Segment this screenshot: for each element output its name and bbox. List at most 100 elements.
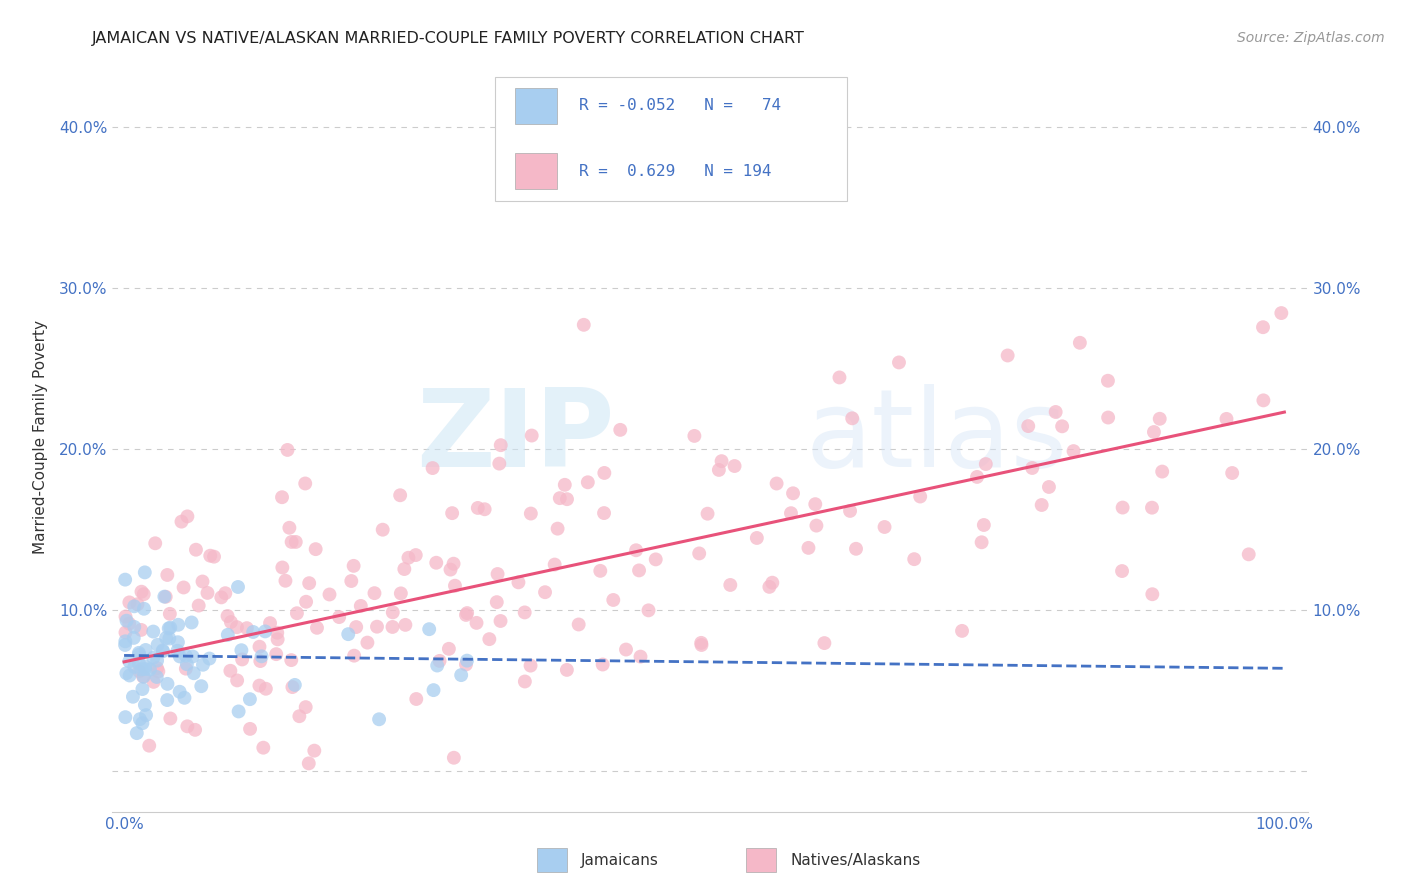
Point	[170, 515, 193, 529]
Point	[488, 457, 510, 471]
Point	[418, 622, 440, 636]
Point	[239, 692, 262, 706]
Point	[157, 621, 180, 635]
Point	[974, 457, 997, 471]
Point	[134, 662, 156, 676]
Point	[997, 349, 1019, 363]
Point	[132, 601, 155, 615]
Point	[122, 690, 145, 704]
Point	[305, 621, 328, 635]
Point	[231, 652, 253, 666]
Point	[156, 568, 179, 582]
Point	[152, 644, 174, 658]
Point	[259, 616, 281, 631]
Point	[295, 595, 318, 609]
Point	[568, 617, 591, 632]
Point	[127, 597, 149, 611]
Point	[132, 587, 155, 601]
Point	[1038, 480, 1060, 494]
Point	[405, 692, 427, 706]
Point	[624, 543, 647, 558]
Point	[1270, 306, 1292, 320]
Point	[555, 663, 578, 677]
Point	[131, 584, 153, 599]
Point	[1069, 335, 1091, 350]
Point	[690, 638, 713, 652]
Point	[1097, 410, 1119, 425]
Point	[209, 591, 232, 605]
Point	[474, 502, 496, 516]
Point	[250, 649, 273, 664]
Point	[131, 681, 153, 696]
FancyBboxPatch shape	[747, 848, 776, 872]
Point	[1140, 500, 1163, 515]
Point	[254, 624, 277, 639]
FancyBboxPatch shape	[537, 848, 567, 872]
Point	[1152, 465, 1174, 479]
Point	[444, 579, 467, 593]
Point	[132, 670, 155, 684]
FancyBboxPatch shape	[515, 87, 557, 124]
Point	[389, 586, 412, 600]
Point	[146, 661, 169, 675]
Point	[782, 486, 804, 500]
Point	[1045, 405, 1067, 419]
Point	[274, 574, 297, 588]
Point	[156, 693, 179, 707]
Point	[343, 648, 366, 663]
Point	[271, 560, 294, 574]
Point	[217, 609, 239, 624]
Point	[173, 581, 195, 595]
Point	[394, 618, 416, 632]
Point	[174, 662, 197, 676]
Point	[146, 638, 169, 652]
Point	[202, 549, 225, 564]
Point	[1017, 419, 1039, 434]
Point	[115, 666, 138, 681]
Point	[356, 635, 378, 649]
Point	[239, 722, 262, 736]
Point	[422, 683, 444, 698]
Point	[135, 708, 157, 723]
Point	[219, 664, 242, 678]
Point	[371, 523, 394, 537]
Point	[450, 668, 472, 682]
Point	[191, 657, 214, 672]
Point	[758, 580, 780, 594]
Point	[439, 563, 461, 577]
Point	[806, 518, 828, 533]
Point	[437, 641, 460, 656]
Point	[970, 535, 993, 549]
Point	[226, 673, 249, 688]
Point	[187, 599, 209, 613]
Point	[340, 574, 363, 588]
Point	[122, 599, 145, 614]
Point	[1253, 393, 1275, 408]
Point	[184, 542, 207, 557]
Point	[242, 624, 264, 639]
Point	[609, 423, 631, 437]
Point	[118, 654, 141, 668]
Point	[710, 454, 733, 468]
Point	[486, 567, 509, 582]
Point	[908, 490, 931, 504]
Point	[343, 558, 366, 573]
Point	[153, 590, 176, 604]
Point	[1251, 320, 1274, 334]
Point	[247, 679, 270, 693]
Point	[1220, 466, 1243, 480]
Point	[217, 628, 239, 642]
Point	[155, 631, 177, 645]
Point	[155, 590, 177, 604]
Point	[614, 642, 637, 657]
Point	[887, 355, 910, 369]
Point	[589, 564, 612, 578]
Point	[176, 657, 198, 672]
Point	[115, 614, 138, 628]
Point	[167, 635, 190, 649]
Point	[520, 428, 543, 442]
Point	[294, 476, 316, 491]
Point	[454, 657, 477, 672]
Point	[219, 615, 242, 629]
Point	[381, 605, 404, 619]
